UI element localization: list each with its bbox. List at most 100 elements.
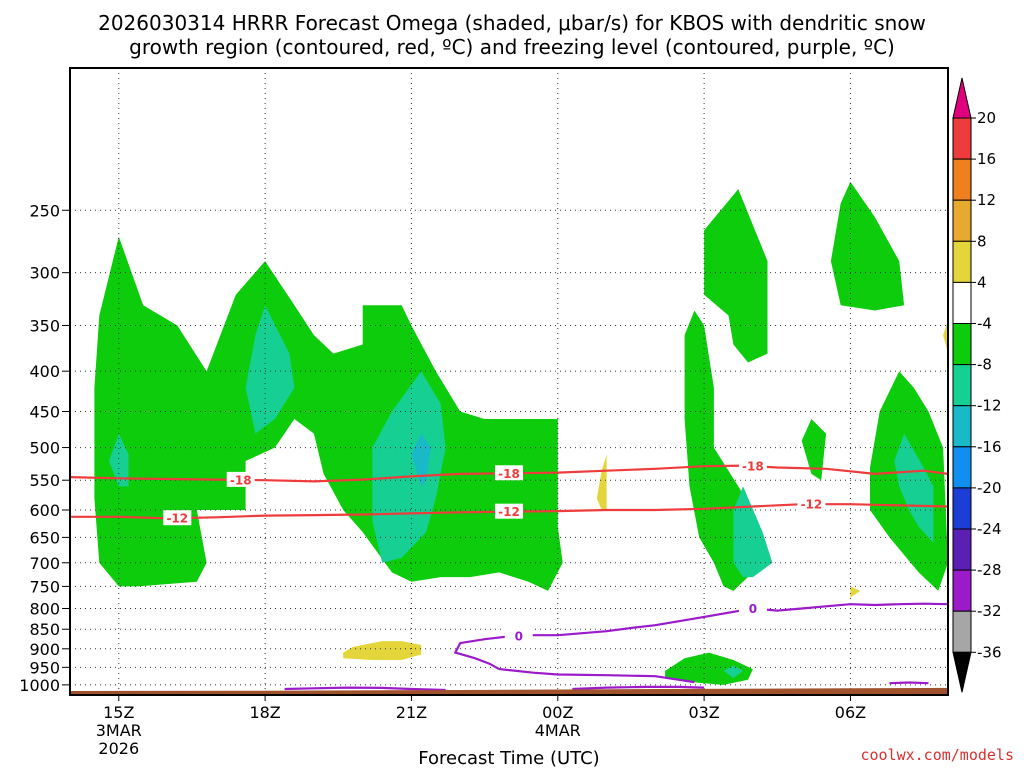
contour-label-bg-2-0 <box>504 627 533 643</box>
y-tick-label-500: 500 <box>29 439 60 458</box>
omega-region-5 <box>801 419 827 481</box>
x-tick-label-18-0: 18Z <box>249 703 280 722</box>
x-tick-label-24-1: 4MAR <box>535 721 581 740</box>
y-tick-label-600: 600 <box>29 501 60 520</box>
omega-region-2 <box>665 652 753 685</box>
contour-label-bg-1-2 <box>797 496 826 512</box>
contour-label-0-1: -18 <box>498 467 520 481</box>
y-tick-label-750: 750 <box>29 577 60 596</box>
colorbar-label-9: -20 <box>977 479 1002 497</box>
colorbar-bottom-arrow <box>952 651 972 693</box>
colorbar-box-10 <box>952 528 972 571</box>
y-axis-ticks: 2503003504004505005506006507007508008509… <box>19 201 70 695</box>
chart-title-line-2: growth region (contoured, red, ºC) and f… <box>129 35 895 59</box>
colorbar-box-3 <box>952 240 972 283</box>
omega-region-13 <box>411 433 431 487</box>
colorbar-box-6 <box>952 364 972 407</box>
colorbar-label-5: -4 <box>977 315 992 333</box>
omega-region-12 <box>894 433 934 543</box>
colorbar-label-10: -24 <box>977 520 1002 538</box>
ground-layer <box>70 687 948 695</box>
y-tick-label-950: 950 <box>29 658 60 677</box>
x-tick-label-15-2: 2026 <box>98 739 139 758</box>
x-tick-label-30-0: 06Z <box>835 703 866 722</box>
contour-label-2-0: 0 <box>515 629 523 643</box>
colorbar-label-2: 12 <box>977 191 996 209</box>
contour-label-1-0: -12 <box>166 512 188 526</box>
credit-link[interactable]: coolwx.com/models <box>860 746 1014 764</box>
colorbar-label-4: 4 <box>977 273 987 291</box>
omega-region-7 <box>109 433 129 487</box>
plot-frame <box>69 67 949 696</box>
contour-label-2-1: 0 <box>749 602 757 616</box>
colorbar-box-0 <box>952 117 972 160</box>
colorbar-label-7: -12 <box>977 397 1002 415</box>
colorbar-box-1 <box>952 158 972 201</box>
y-tick-label-250: 250 <box>29 201 60 220</box>
x-tick-label-27-0: 03Z <box>688 703 719 722</box>
colorbar-label-0: 20 <box>977 109 996 127</box>
colorbar-box-9 <box>952 487 972 530</box>
colorbar-box-4 <box>952 281 972 324</box>
contour-line-4 <box>572 685 705 691</box>
chart-title-line-1: 2026030314 HRRR Forecast Omega (shaded, … <box>98 11 926 35</box>
y-tick-label-1000: 1000 <box>19 676 60 695</box>
colorbar-label-12: -32 <box>977 602 1002 620</box>
omega-region-3 <box>704 189 768 363</box>
contour-label-1-1: -12 <box>498 505 520 519</box>
contour-label-bg-0-0 <box>226 471 255 487</box>
contour-label-bg-1-0 <box>163 510 192 526</box>
contour-label-bg-1-1 <box>495 503 523 519</box>
contour-label-bg-0-1 <box>495 465 523 481</box>
x-tick-label-21-0: 21Z <box>396 703 427 722</box>
y-tick-label-850: 850 <box>29 620 60 639</box>
colorbar-box-12 <box>952 610 972 653</box>
colorbar-box-5 <box>952 323 972 366</box>
contour-label-0-2: -18 <box>742 460 764 474</box>
omega-region-4 <box>830 181 905 311</box>
contour-line-2 <box>453 602 949 684</box>
colorbar-box-2 <box>952 199 972 242</box>
y-tick-label-450: 450 <box>29 402 60 421</box>
y-tick-label-300: 300 <box>29 264 60 283</box>
colorbar-top-arrow <box>952 77 972 119</box>
omega-region-11 <box>723 665 744 678</box>
omega-region-8 <box>245 305 295 434</box>
y-tick-label-900: 900 <box>29 640 60 659</box>
colorbar-box-11 <box>952 569 972 612</box>
contour-label-1-2: -12 <box>801 498 823 512</box>
colorbar-label-8: -16 <box>977 438 1002 456</box>
y-tick-label-650: 650 <box>29 528 60 547</box>
omega-region-16 <box>850 586 861 598</box>
y-tick-label-400: 400 <box>29 362 60 381</box>
y-tick-label-550: 550 <box>29 471 60 490</box>
contour-line-0 <box>69 464 949 483</box>
contour-line-5 <box>889 681 929 685</box>
y-tick-label-800: 800 <box>29 599 60 618</box>
y-tick-label-350: 350 <box>29 316 60 335</box>
colorbar: 20 16 12 8 4 -4 -8 -12 -16 -20 -24 -28 -32 -36 <box>952 77 1002 693</box>
colorbar-label-11: -28 <box>977 561 1002 579</box>
y-tick-label-700: 700 <box>29 554 60 573</box>
x-tick-label-15-0: 15Z <box>103 703 134 722</box>
temperature-contours: -18 -18 -18 -12 -12 -12 0 0 <box>69 458 949 692</box>
colorbar-label-3: 8 <box>977 232 987 250</box>
contour-label-bg-0-2 <box>738 458 767 474</box>
omega-region-0 <box>94 236 563 591</box>
contour-label-bg-2-1 <box>738 600 767 616</box>
omega-region-10 <box>733 486 773 578</box>
colorbar-box-8 <box>952 446 972 489</box>
x-tick-label-24-0: 00Z <box>542 703 573 722</box>
omega-region-15 <box>596 454 607 510</box>
x-tick-label-15-1: 3MAR <box>96 721 142 740</box>
colorbar-box-7 <box>952 405 972 448</box>
omega-shading <box>94 181 948 685</box>
omega-region-17 <box>943 320 948 354</box>
colorbar-label-13: -36 <box>977 643 1002 661</box>
omega-region-14 <box>343 641 422 660</box>
x-axis-label: Forecast Time (UTC) <box>418 748 599 768</box>
contour-line-3 <box>284 686 446 692</box>
ground-fill <box>70 687 948 695</box>
